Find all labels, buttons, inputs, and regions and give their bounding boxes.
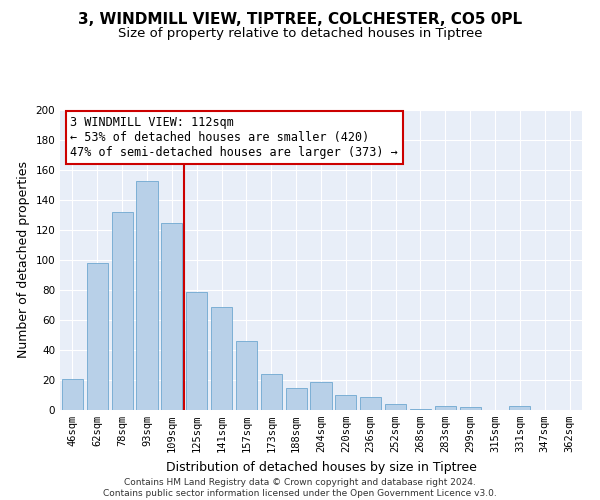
Bar (360, 396, 381, 410)
Y-axis label: Number of detached properties: Number of detached properties (17, 162, 30, 358)
Bar (211, 306, 232, 410)
Bar (410, 408, 431, 410)
Text: 3 WINDMILL VIEW: 112sqm
← 53% of detached houses are smaller (420)
47% of semi-d: 3 WINDMILL VIEW: 112sqm ← 53% of detache… (70, 116, 398, 159)
Bar (112, 212, 133, 410)
Text: Size of property relative to detached houses in Tiptree: Size of property relative to detached ho… (118, 28, 482, 40)
Bar (460, 407, 481, 410)
Bar (62, 378, 83, 410)
Text: Contains HM Land Registry data © Crown copyright and database right 2024.
Contai: Contains HM Land Registry data © Crown c… (103, 478, 497, 498)
Bar (186, 292, 207, 410)
Bar (286, 388, 307, 410)
Bar (335, 395, 356, 410)
Bar (509, 406, 530, 410)
Bar (236, 341, 257, 410)
Bar (385, 404, 406, 410)
Bar (261, 374, 282, 410)
Bar (310, 382, 332, 410)
Bar (87, 263, 108, 410)
Bar (136, 180, 158, 410)
Text: 3, WINDMILL VIEW, TIPTREE, COLCHESTER, CO5 0PL: 3, WINDMILL VIEW, TIPTREE, COLCHESTER, C… (78, 12, 522, 28)
X-axis label: Distribution of detached houses by size in Tiptree: Distribution of detached houses by size … (166, 460, 476, 473)
Bar (161, 222, 182, 410)
Bar (435, 406, 456, 410)
